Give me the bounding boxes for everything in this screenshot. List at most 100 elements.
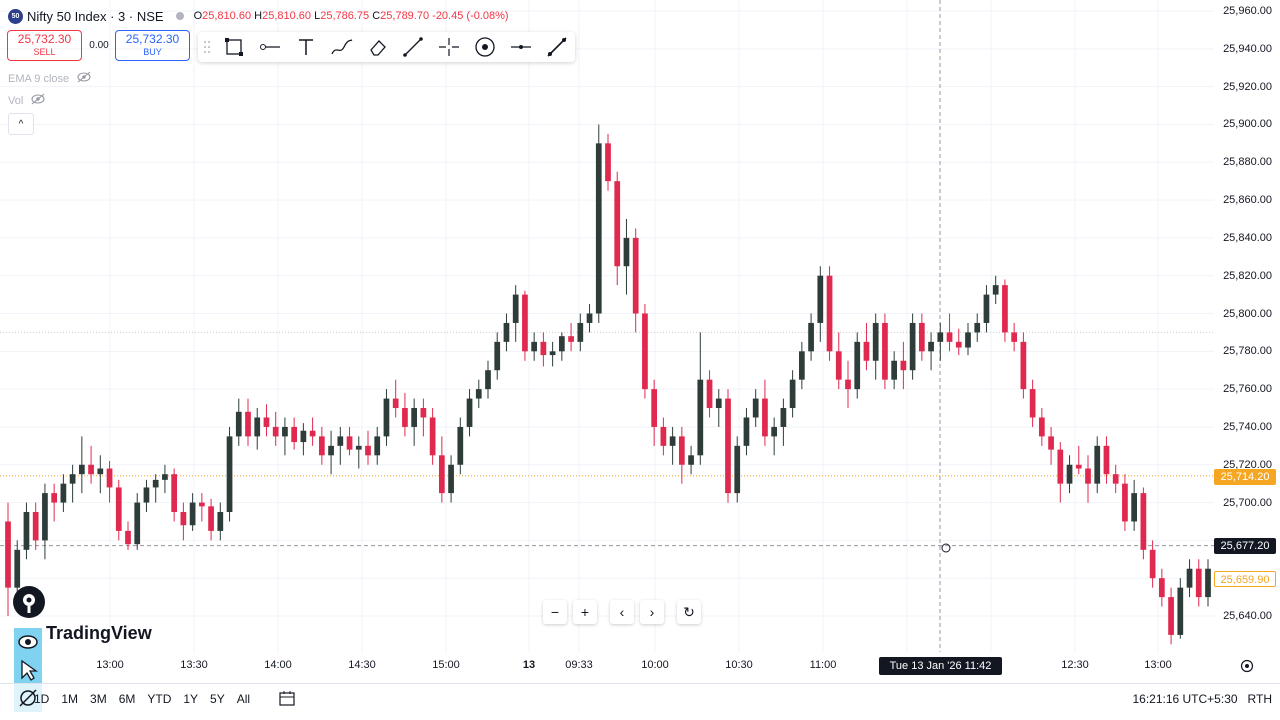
candle[interactable] bbox=[605, 133, 611, 191]
candle[interactable] bbox=[346, 426, 353, 456]
brush-icon[interactable] bbox=[324, 32, 360, 62]
candle[interactable] bbox=[235, 398, 242, 446]
candle[interactable] bbox=[374, 426, 381, 465]
candle[interactable] bbox=[115, 479, 122, 541]
eraser-icon[interactable] bbox=[360, 32, 396, 62]
candle[interactable] bbox=[106, 460, 113, 503]
candle[interactable] bbox=[632, 228, 639, 333]
candle[interactable] bbox=[549, 341, 556, 367]
indicator-volume[interactable]: Vol bbox=[8, 93, 45, 108]
indicator-ema[interactable]: EMA 9 close bbox=[8, 71, 91, 86]
candle[interactable] bbox=[1195, 559, 1202, 607]
candle[interactable] bbox=[420, 398, 427, 437]
candle[interactable] bbox=[494, 332, 501, 380]
candle[interactable] bbox=[1066, 455, 1073, 494]
candle[interactable] bbox=[1149, 540, 1156, 588]
range-6m[interactable]: 6M bbox=[118, 692, 136, 706]
candle[interactable] bbox=[577, 313, 584, 352]
candle[interactable] bbox=[780, 398, 787, 446]
settings-tool-icon[interactable] bbox=[14, 684, 42, 712]
horizontal-line-icon[interactable] bbox=[503, 32, 539, 62]
chart-settings-icon[interactable] bbox=[1240, 659, 1254, 678]
candle[interactable] bbox=[171, 468, 178, 522]
rectangle-icon[interactable] bbox=[216, 32, 252, 62]
candle[interactable] bbox=[429, 408, 436, 465]
candle[interactable] bbox=[282, 417, 288, 456]
candle[interactable] bbox=[845, 360, 851, 409]
range-1d[interactable]: 1D bbox=[34, 692, 50, 706]
candle[interactable] bbox=[383, 389, 390, 446]
range-1m[interactable]: 1M bbox=[61, 692, 79, 706]
eye-hidden-icon[interactable] bbox=[77, 71, 91, 86]
candle[interactable] bbox=[623, 218, 630, 295]
zoom-out-button[interactable]: − bbox=[543, 600, 567, 624]
session-toggle[interactable]: RTH bbox=[1247, 692, 1272, 706]
candle[interactable] bbox=[762, 379, 768, 446]
candle[interactable] bbox=[789, 370, 796, 418]
goto-date-icon[interactable] bbox=[278, 690, 296, 709]
candle[interactable] bbox=[1011, 322, 1018, 352]
candle[interactable] bbox=[872, 313, 879, 380]
clock-display[interactable]: 16:21:16 UTC+5:30 bbox=[1132, 692, 1238, 706]
candle[interactable] bbox=[23, 502, 30, 560]
range-1y[interactable]: 1Y bbox=[183, 692, 199, 706]
candle[interactable] bbox=[512, 285, 519, 342]
candle[interactable] bbox=[475, 379, 482, 409]
candle[interactable] bbox=[697, 332, 704, 465]
candle[interactable] bbox=[715, 389, 722, 427]
candle[interactable] bbox=[568, 322, 574, 352]
eye-tool-icon[interactable] bbox=[14, 628, 42, 656]
candle[interactable] bbox=[78, 436, 85, 494]
candle[interactable] bbox=[217, 502, 224, 541]
candle[interactable] bbox=[226, 426, 233, 522]
scroll-left-button[interactable]: ‹ bbox=[610, 600, 634, 624]
candle[interactable] bbox=[706, 370, 713, 418]
collapse-legend-button[interactable]: ^ bbox=[8, 113, 34, 135]
text-icon[interactable] bbox=[288, 32, 324, 62]
candle[interactable] bbox=[558, 332, 565, 361]
candle[interactable] bbox=[522, 290, 528, 361]
candle[interactable] bbox=[918, 313, 925, 361]
horizontal-ray-icon[interactable] bbox=[252, 32, 288, 62]
candle[interactable] bbox=[595, 124, 602, 323]
candle[interactable] bbox=[660, 417, 667, 456]
candle[interactable] bbox=[1029, 379, 1036, 427]
candle[interactable] bbox=[965, 322, 971, 356]
candle[interactable] bbox=[531, 332, 538, 361]
candle[interactable] bbox=[1020, 332, 1027, 399]
candle[interactable] bbox=[88, 445, 94, 484]
candle[interactable] bbox=[125, 521, 131, 550]
trend-line-icon[interactable] bbox=[395, 32, 431, 62]
chart-area[interactable] bbox=[0, 0, 1214, 652]
candle[interactable] bbox=[854, 332, 861, 399]
candle[interactable] bbox=[946, 313, 953, 352]
reset-chart-button[interactable]: ↻ bbox=[677, 600, 701, 624]
candle[interactable] bbox=[438, 436, 445, 503]
candle[interactable] bbox=[1094, 436, 1101, 494]
candle[interactable] bbox=[143, 479, 150, 513]
candle[interactable] bbox=[448, 455, 454, 503]
candle[interactable] bbox=[1168, 587, 1174, 645]
candle[interactable] bbox=[642, 304, 648, 399]
symbol-title[interactable]: Nifty 50 Index · 3 · NSE bbox=[27, 8, 164, 24]
candle[interactable] bbox=[1048, 426, 1054, 465]
range-ytd[interactable]: YTD bbox=[147, 692, 172, 706]
scroll-right-button[interactable]: › bbox=[640, 600, 664, 624]
candlestick-chart[interactable] bbox=[0, 0, 1214, 652]
candle[interactable] bbox=[937, 322, 944, 361]
candle[interactable] bbox=[97, 455, 104, 494]
candle[interactable] bbox=[752, 389, 759, 427]
candle[interactable] bbox=[134, 493, 141, 550]
candle[interactable] bbox=[891, 351, 898, 390]
candle[interactable] bbox=[263, 404, 270, 437]
candle[interactable] bbox=[402, 392, 408, 437]
candle[interactable] bbox=[863, 322, 870, 371]
buy-button[interactable]: 25,732.30 BUY bbox=[115, 30, 190, 61]
candle[interactable] bbox=[411, 398, 418, 446]
candle[interactable] bbox=[328, 430, 334, 475]
candle[interactable] bbox=[992, 275, 999, 305]
candle[interactable] bbox=[798, 341, 805, 390]
candle[interactable] bbox=[291, 417, 298, 450]
candle[interactable] bbox=[300, 423, 307, 456]
range-all[interactable]: All bbox=[236, 692, 251, 706]
